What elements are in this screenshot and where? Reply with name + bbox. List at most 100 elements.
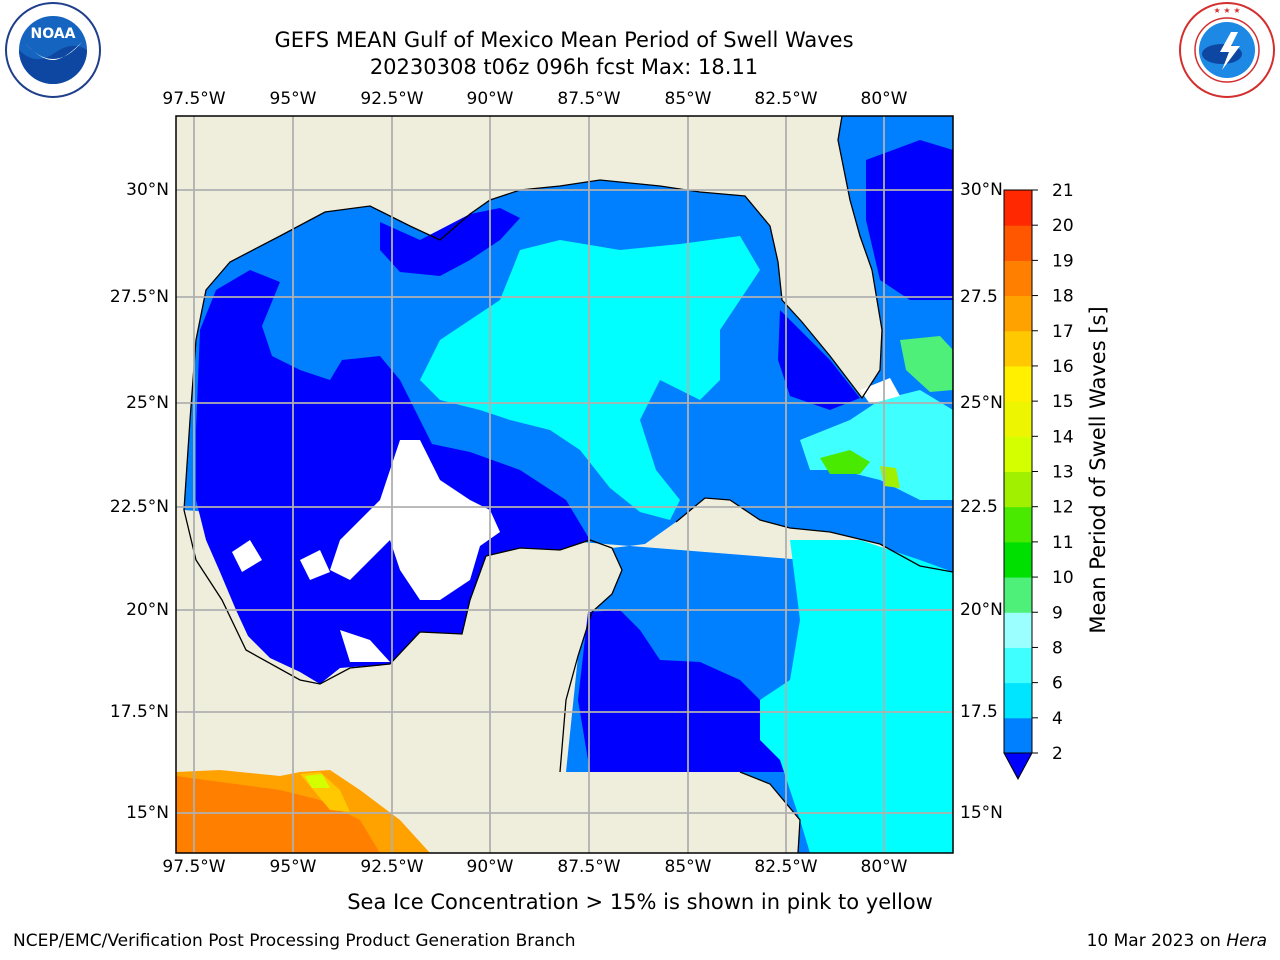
coastline	[183, 509, 623, 773]
colorbar-segment	[1004, 365, 1032, 402]
lon-tick-top: 97.5°W	[162, 89, 226, 109]
lat-tick-left: 15°N	[126, 803, 169, 823]
noaa-logo: NOAA	[5, 2, 101, 98]
colorbar-segment	[1004, 682, 1032, 719]
lat-tick-right: 15°N	[960, 803, 1003, 823]
missing-data-patch	[330, 440, 500, 600]
colorbar-tick-label: 15	[1052, 392, 1074, 412]
colorbar-tick-label: 14	[1052, 427, 1074, 447]
south-deep-region	[578, 610, 790, 772]
colorbar-tick-label: 18	[1052, 287, 1074, 307]
footer-date: 10 Mar 2023 on Hera	[1087, 931, 1267, 951]
lon-tick-bottom: 97.5°W	[162, 857, 226, 877]
colorbar-segment	[1004, 717, 1032, 754]
colorbar-tick-label: 12	[1052, 498, 1074, 518]
colorbar-tick-label: 10	[1052, 568, 1074, 588]
colorbar-segment	[1004, 225, 1032, 261]
colorbar-segment	[1004, 647, 1032, 684]
colorbar-tick-label: 6	[1052, 674, 1063, 694]
missing-data-patch	[232, 540, 262, 572]
lat-tick-left: 20°N	[126, 600, 169, 620]
lon-tick-top: 95°W	[269, 89, 317, 109]
pacific-swell-region	[305, 774, 330, 788]
lon-tick-bottom: 82.5°W	[754, 857, 818, 877]
coastline	[675, 497, 953, 573]
lon-tick-top: 80°W	[860, 89, 908, 109]
lon-tick-bottom: 90°W	[466, 857, 514, 877]
pacific-swell-region	[176, 776, 380, 853]
atlantic-deep-region	[866, 140, 953, 300]
coastline	[739, 771, 801, 853]
lon-tick-top: 92.5°W	[360, 89, 424, 109]
caribbean-cyan-region	[760, 540, 953, 853]
colorbar-label: Mean Period of Swell Waves [s]	[1086, 306, 1110, 633]
lon-tick-top: 87.5°W	[557, 89, 621, 109]
lat-tick-right: 27.5	[960, 287, 998, 307]
lat-tick-left: 25°N	[126, 393, 169, 413]
footer-date-text: 10 Mar 2023 on	[1086, 931, 1221, 951]
lon-tick-top: 82.5°W	[754, 89, 818, 109]
lat-tick-right: 25°N	[960, 393, 1003, 413]
colorbar-segment	[1004, 401, 1032, 437]
coastline	[183, 116, 883, 511]
colorbar-tick-label: 20	[1052, 216, 1074, 236]
missing-data-patch	[300, 550, 330, 580]
colorbar-tick-label: 8	[1052, 638, 1063, 658]
lon-tick-bottom: 80°W	[860, 857, 908, 877]
map-subtitle: 20230308 t06z 096h fcst Max: 18.11	[369, 55, 759, 79]
colorbar-tick-label: 2	[1052, 744, 1063, 764]
colorbar-tick-label: 17	[1052, 322, 1074, 342]
gridlines	[176, 116, 953, 853]
lon-tick-bottom: 85°W	[664, 857, 712, 877]
colorbar-tick-label: 13	[1052, 463, 1074, 483]
colorbar-tick-label: 11	[1052, 533, 1074, 553]
colorbar-segment	[1004, 541, 1032, 578]
colorbar-tick-label: 9	[1052, 603, 1063, 623]
lon-tick-bottom: 87.5°W	[557, 857, 621, 877]
lon-tick-top: 90°W	[466, 89, 514, 109]
colorbar-segment	[1004, 436, 1032, 472]
east-deep-region	[778, 310, 860, 410]
map-frame	[175, 115, 954, 854]
footer-machine: Hera	[1226, 931, 1267, 951]
lat-tick-left: 17.5°N	[109, 702, 169, 722]
lon-tick-bottom: 92.5°W	[360, 857, 424, 877]
colorbar-segment	[1004, 190, 1032, 226]
missing-data-patch	[340, 630, 390, 662]
strait-green-patch	[880, 466, 900, 488]
colorbar-segment	[1004, 506, 1032, 543]
footer-credit: NCEP/EMC/Verification Post Processing Pr…	[13, 931, 576, 951]
lat-tick-right: 30°N	[960, 180, 1003, 200]
lat-tick-left: 22.5°N	[109, 497, 169, 517]
colorbar-tick-label: 16	[1052, 357, 1074, 377]
lat-tick-right: 17.5	[960, 702, 998, 722]
colorbar-extend-arrow	[1003, 752, 1033, 781]
colorbar: 2 4 6 8 9 10 11 12 13 14 15 16 17 18 19 20 21	[1003, 181, 1074, 781]
lon-tick-bottom: 95°W	[269, 857, 317, 877]
bahamas-green-region	[900, 336, 953, 392]
lat-tick-right: 22.5	[960, 497, 998, 517]
colorbar-segment	[1004, 330, 1032, 367]
florida-strait-region	[800, 390, 953, 500]
colorbar-segment	[1004, 612, 1032, 648]
noaa-wordmark: NOAA	[31, 26, 76, 42]
svg-text:★ ★ ★: ★ ★ ★	[1213, 6, 1240, 15]
colorbar-tick-label: 21	[1052, 181, 1074, 201]
lat-tick-right: 20°N	[960, 600, 1003, 620]
colorbar-tick-label: 4	[1052, 709, 1063, 729]
sea-ice-note: Sea Ice Concentration > 15% is shown in …	[347, 890, 933, 914]
lon-tick-top: 85°W	[664, 89, 712, 109]
colorbar-segment	[1004, 577, 1032, 613]
colorbar-tick-label: 19	[1052, 251, 1074, 271]
missing-data-patch	[860, 378, 900, 404]
colorbar-segment	[1004, 295, 1032, 332]
map-title: GEFS MEAN Gulf of Mexico Mean Period of …	[274, 28, 854, 52]
lat-tick-left: 30°N	[126, 180, 169, 200]
north-deep-region	[380, 208, 520, 276]
gulf-water	[184, 116, 953, 853]
lat-tick-left: 27.5°N	[109, 287, 169, 307]
nws-logo: ★ ★ ★	[1179, 2, 1275, 98]
central-cyan-region	[420, 236, 760, 520]
colorbar-segment	[1004, 471, 1032, 508]
